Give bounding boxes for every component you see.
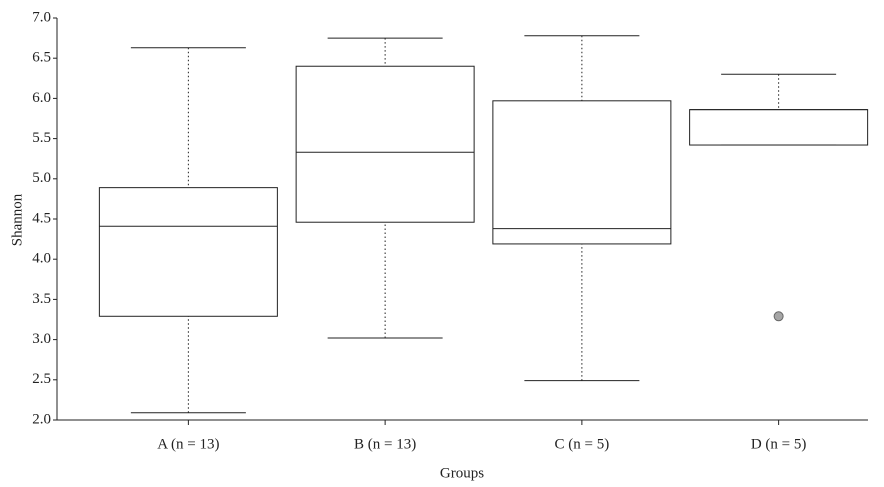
y-tick-label: 5.0 [32,170,51,186]
outlier [773,311,784,322]
y-tick-label: 7.0 [32,9,51,25]
y-tick-label: 4.0 [32,251,51,267]
box [492,100,672,245]
y-tick-label: 4.5 [32,210,51,226]
x-tick-label: A (n = 13) [157,436,219,452]
y-tick-label: 6.5 [32,50,51,66]
y-tick-label: 2.5 [32,371,51,387]
box [689,109,869,146]
x-tick-label: D (n = 5) [751,436,807,452]
y-tick-label: 2.0 [32,411,51,427]
box [98,187,278,317]
x-axis-label: Groups [440,465,484,481]
box [295,65,475,223]
y-tick-label: 6.0 [32,90,51,106]
x-tick-label: C (n = 5) [555,436,610,452]
y-axis-label: Shannon [9,193,25,246]
y-tick-label: 3.0 [32,331,51,347]
y-tick-label: 3.5 [32,291,51,307]
x-tick-label: B (n = 13) [354,436,416,452]
y-tick-label: 5.5 [32,130,51,146]
